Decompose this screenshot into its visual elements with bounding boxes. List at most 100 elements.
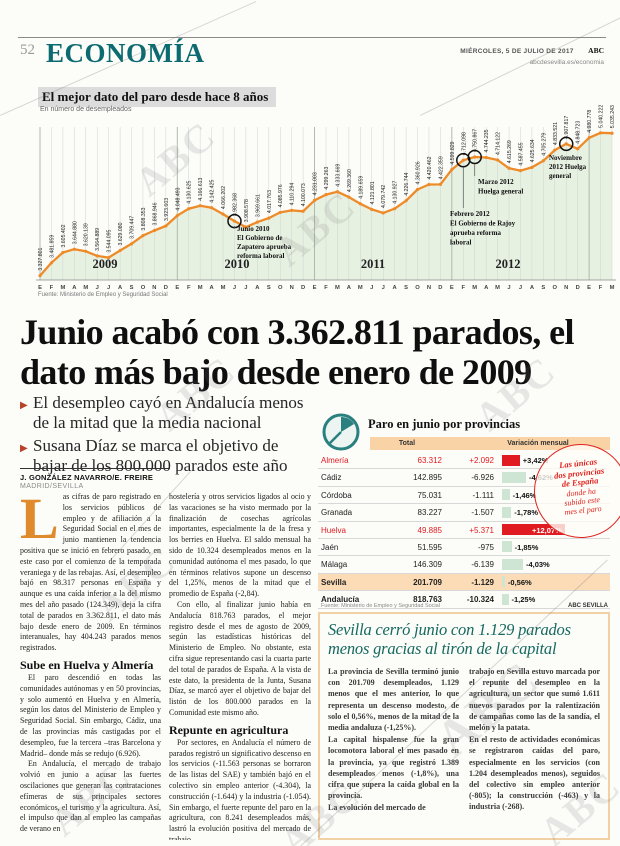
- variation-bar: [502, 541, 512, 553]
- byline-location: MADRID/SEVILLA: [20, 483, 84, 490]
- svg-text:F: F: [324, 285, 328, 291]
- svg-text:5.035.243: 5.035.243: [610, 105, 616, 128]
- svg-text:M: M: [472, 285, 477, 291]
- svg-text:J: J: [507, 285, 510, 291]
- svg-text:4.705.279: 4.705.279: [541, 133, 547, 156]
- svg-text:D: D: [301, 285, 305, 291]
- byline: J. GONZÁLEZ NAVARRO/E. FREIRE MADRID/SEV…: [20, 468, 170, 490]
- svg-text:A: A: [393, 285, 398, 291]
- table-body: Almería 63.312 +2.092 +3,42% Cádiz 142.895 -6.…: [318, 452, 610, 609]
- svg-text:M: M: [495, 285, 500, 291]
- svg-text:E: E: [175, 285, 179, 291]
- svg-text:M: M: [358, 285, 363, 291]
- substory-column-1: La provincia de Sevilla terminó junio co…: [328, 666, 459, 815]
- substory-box: Sevilla cerró junio con 1.129 parados me…: [318, 612, 610, 840]
- svg-text:4.299.263: 4.299.263: [324, 166, 330, 189]
- svg-text:4.907.817: 4.907.817: [564, 116, 570, 139]
- svg-text:A: A: [118, 285, 123, 291]
- svg-text:4.142.425: 4.142.425: [210, 180, 216, 203]
- subhead-bullets: ▶ El desempleo cayó en Andalucía menos d…: [20, 393, 314, 479]
- svg-text:El Gobierno de: El Gobierno de: [237, 234, 283, 242]
- svg-text:3.620.139: 3.620.139: [84, 223, 90, 246]
- svg-text:4.615.269: 4.615.269: [507, 140, 513, 163]
- svg-text:M: M: [60, 285, 65, 291]
- svg-text:4.599.829: 4.599.829: [450, 141, 456, 164]
- total-value: 201.709: [413, 577, 442, 587]
- svg-text:J: J: [244, 285, 247, 291]
- monthly-change: -1.507: [471, 508, 494, 518]
- variation-pct: +3,42%: [522, 456, 549, 465]
- main-headline: Junio acabó con 3.362.811 parados, el da…: [20, 312, 574, 392]
- svg-text:reforma laboral: reforma laboral: [237, 252, 285, 260]
- svg-text:Huelga general: Huelga general: [478, 188, 523, 196]
- svg-text:F: F: [50, 285, 54, 291]
- svg-text:3.629.080: 3.629.080: [118, 222, 124, 245]
- svg-text:4.333.669: 4.333.669: [335, 164, 341, 187]
- substory-paragraph: trabajo en Sevilla estuvo marcada por el…: [469, 667, 600, 733]
- svg-text:5.040.222: 5.040.222: [599, 105, 605, 128]
- svg-text:A: A: [530, 285, 535, 291]
- svg-text:4.110.294: 4.110.294: [290, 183, 296, 206]
- edition-date: MIÉRCOLES, 5 DE JULIO DE 2017: [460, 48, 574, 55]
- svg-text:A: A: [347, 285, 352, 291]
- variation-bar-zone: -1,25%: [502, 593, 608, 605]
- table-row: Jaén 51.595 -975 -1,85%: [318, 539, 610, 557]
- svg-text:3.982.368: 3.982.368: [232, 193, 238, 216]
- svg-text:N: N: [290, 285, 294, 291]
- variation-bar-zone: -4,03%: [502, 558, 608, 570]
- svg-text:J: J: [96, 285, 99, 291]
- svg-text:laboral: laboral: [450, 239, 471, 247]
- svg-text:D: D: [576, 285, 580, 291]
- svg-text:4.231.003: 4.231.003: [313, 172, 319, 195]
- province-name: Córdoba: [321, 490, 352, 500]
- svg-text:4.420.462: 4.420.462: [427, 156, 433, 179]
- monthly-change: -975: [477, 542, 494, 552]
- province-name: Cádiz: [321, 473, 342, 483]
- bullet-item: ▶ Susana Díaz se marca el objetivo de ba…: [20, 436, 314, 475]
- total-value: 75.031: [417, 490, 442, 500]
- variation-bar: [502, 576, 505, 588]
- svg-text:S: S: [130, 285, 134, 291]
- svg-text:M: M: [198, 285, 203, 291]
- svg-text:S: S: [541, 285, 545, 291]
- svg-text:4.422.359: 4.422.359: [438, 156, 444, 179]
- svg-text:2009: 2009: [93, 257, 118, 271]
- svg-text:E: E: [313, 285, 317, 291]
- svg-text:4.166.613: 4.166.613: [198, 178, 204, 201]
- total-value: 63.312: [417, 456, 442, 465]
- total-value: 142.895: [413, 473, 442, 483]
- bullet-text: El desempleo cayó en Andalucía menos de …: [33, 393, 304, 432]
- abc-logo: ABC: [588, 46, 604, 55]
- article-paragraph: En Andalucía, el mercado de trabajo volv…: [20, 759, 161, 834]
- svg-text:M: M: [335, 285, 340, 291]
- substory-paragraph: La capital hispalense fue la gran locomo…: [328, 735, 459, 801]
- svg-text:M: M: [83, 285, 88, 291]
- svg-text:4.833.521: 4.833.521: [553, 122, 559, 145]
- svg-text:4.980.778: 4.980.778: [587, 110, 593, 133]
- chart-subheading: En número de desempleados: [40, 106, 132, 113]
- province-name: Andalucía: [321, 595, 360, 605]
- svg-text:S: S: [404, 285, 408, 291]
- variation-pct: +12,07%: [531, 525, 562, 535]
- table-title: Paro en junio por provincias: [368, 417, 521, 431]
- province-name: Huelva: [321, 525, 346, 535]
- svg-text:general: general: [549, 172, 571, 180]
- variation-bar: [502, 506, 512, 518]
- table-row: Andalucía 818.763 -10.324 -1,25%: [318, 591, 610, 609]
- monthly-change: -1.111: [472, 490, 495, 500]
- variation-pct: -1,25%: [511, 595, 536, 605]
- svg-text:3.544.095: 3.544.095: [107, 229, 113, 252]
- substory-paragraph: La evolución del mercado de: [328, 803, 426, 813]
- svg-text:4.712.098: 4.712.098: [461, 132, 467, 155]
- drop-cap: L: [20, 492, 59, 551]
- bullet-arrow-icon: ▶: [20, 443, 28, 454]
- variation-bar-zone: -1,78%: [502, 506, 608, 518]
- svg-text:3.908.578: 3.908.578: [244, 199, 250, 222]
- svg-text:aprueba reforma: aprueba reforma: [450, 229, 501, 237]
- article-column-2: hostelería y otros servicios ligados al …: [169, 492, 311, 840]
- article-paragraph: Por sectores, en Andalucía el número de …: [169, 737, 311, 840]
- svg-text:4.121.801: 4.121.801: [370, 181, 376, 204]
- bullet-text: Susana Díaz se marca el objetivo de baja…: [33, 436, 288, 475]
- article-paragraph: El paro descendió en todas las comunidad…: [20, 672, 161, 758]
- svg-text:4.714.122: 4.714.122: [496, 132, 502, 155]
